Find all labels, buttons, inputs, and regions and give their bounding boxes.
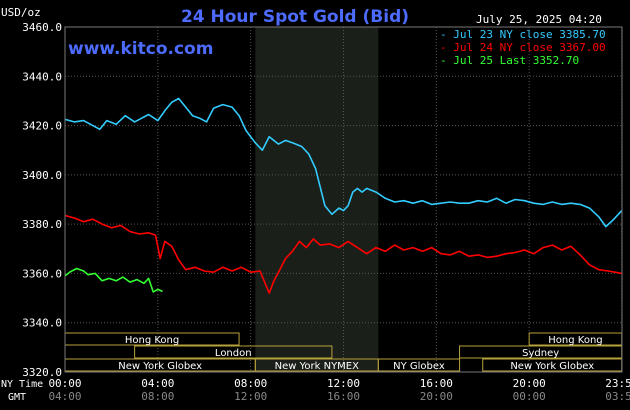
x-tick-label-gmt: 08:00	[141, 390, 174, 403]
y-unit-label: USD/oz	[1, 6, 41, 19]
y-tick-label: 3400.0	[22, 169, 62, 182]
series-line	[64, 214, 622, 294]
y-tick-label: 3320.0	[22, 366, 62, 379]
website-label: www.kitco.com	[68, 39, 213, 59]
plot-border	[64, 26, 623, 373]
x-tick-label-ny: 00:00	[48, 377, 81, 390]
x-tick-label-gmt: 20:00	[420, 390, 453, 403]
session-label: Hong Kong	[548, 335, 602, 346]
x-tick-label-gmt: 00:00	[513, 390, 546, 403]
session-label: London	[215, 348, 252, 359]
session-label: Sydney	[522, 348, 559, 359]
x-tick-label-gmt: 03:59	[605, 390, 630, 403]
y-tick-label: 3340.0	[22, 317, 62, 330]
chart-title: 24 Hour Spot Gold (Bid)	[181, 7, 409, 27]
x-tick-label-ny: 16:00	[420, 377, 453, 390]
series-lines	[64, 97, 623, 294]
date-label: July 25, 2025 04:20	[476, 13, 602, 26]
session-label: New York NYMEX	[275, 361, 360, 372]
x-tick-label-ny: 08:00	[234, 377, 267, 390]
series-line	[64, 97, 623, 228]
x-tick-label-ny: 23:59	[605, 377, 630, 390]
x-tick-label-ny: 20:00	[513, 377, 546, 390]
ny-time-row-label: NY Time	[1, 379, 43, 390]
series-line	[64, 267, 163, 293]
session-label: Hong Kong	[125, 335, 179, 346]
x-tick-label-ny: 04:00	[141, 377, 174, 390]
session-label: New York Globex	[510, 361, 594, 372]
x-tick-label-ny: 12:00	[327, 377, 360, 390]
x-tick-label-gmt: 12:00	[234, 390, 267, 403]
y-tick-label: 3440.0	[22, 70, 62, 83]
session-bar	[134, 345, 333, 359]
nymex-shade	[255, 27, 379, 372]
legend: - Jul 23 NY close 3385.70- Jul 24 NY clo…	[440, 28, 606, 67]
legend-entry: - Jul 25 Last 3352.70	[440, 54, 579, 67]
legend-entry: - Jul 23 NY close 3385.70	[440, 28, 606, 41]
session-bar	[377, 358, 461, 372]
x-tick-label-gmt: 16:00	[327, 390, 360, 403]
x-axis-ticks: 00:0004:0004:0008:0008:0012:0012:0016:00…	[48, 377, 630, 403]
session-label: NY Globex	[393, 361, 445, 372]
y-axis-ticks: 3460.0 3440.0 3420.0 3400.0 3380.0 3360.0 3340…	[22, 21, 62, 379]
y-tick-label: 3420.0	[22, 120, 62, 133]
gmt-row-label: GMT	[8, 392, 26, 403]
y-tick-label: 3380.0	[22, 218, 62, 231]
y-tick-label: 3460.0	[22, 21, 62, 34]
x-tick-label-gmt: 04:00	[48, 390, 81, 403]
legend-entry: - Jul 24 NY close 3367.00	[440, 41, 606, 54]
y-tick-label: 3360.0	[22, 267, 62, 280]
session-label: New York Globex	[118, 361, 202, 372]
